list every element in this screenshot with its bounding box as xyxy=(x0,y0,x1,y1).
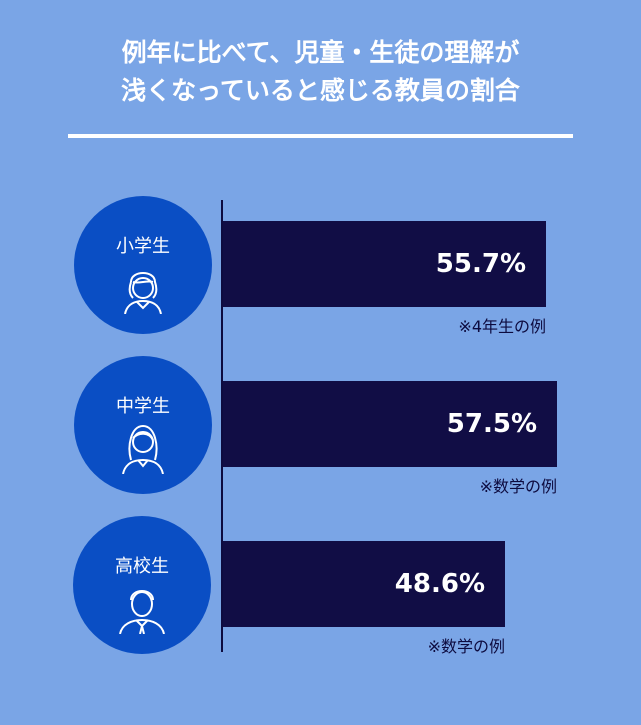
girl-student-icon xyxy=(113,420,173,474)
bar-note: ※4年生の例 xyxy=(458,317,546,336)
girl-child-icon xyxy=(113,260,173,314)
category-label: 中学生 xyxy=(116,396,170,417)
bar-value-label: 48.6% xyxy=(394,569,485,599)
title-line-1: 例年に比べて、児童・生徒の理解が xyxy=(121,38,520,67)
bar xyxy=(223,221,546,307)
category-badge: 小学生 xyxy=(74,196,212,334)
category-label: 高校生 xyxy=(115,556,169,577)
category-label: 小学生 xyxy=(116,236,170,257)
bar xyxy=(223,541,505,627)
bar-note: ※数学の例 xyxy=(427,637,505,656)
bar-value-label: 55.7% xyxy=(435,249,526,279)
bar-note: ※数学の例 xyxy=(479,477,557,496)
bar-axis-line xyxy=(221,200,223,652)
title-underline xyxy=(68,134,573,138)
category-badge: 高校生 xyxy=(73,516,211,654)
boy-student-icon xyxy=(112,580,172,634)
title-line-2: 浅くなっていると感じる教員の割合 xyxy=(121,76,520,105)
chart-title: 例年に比べて、児童・生徒の理解が 浅くなっていると感じる教員の割合 xyxy=(0,34,641,110)
bar-value-label: 57.5% xyxy=(446,409,537,439)
bar xyxy=(223,381,557,467)
category-badge: 中学生 xyxy=(74,356,212,494)
